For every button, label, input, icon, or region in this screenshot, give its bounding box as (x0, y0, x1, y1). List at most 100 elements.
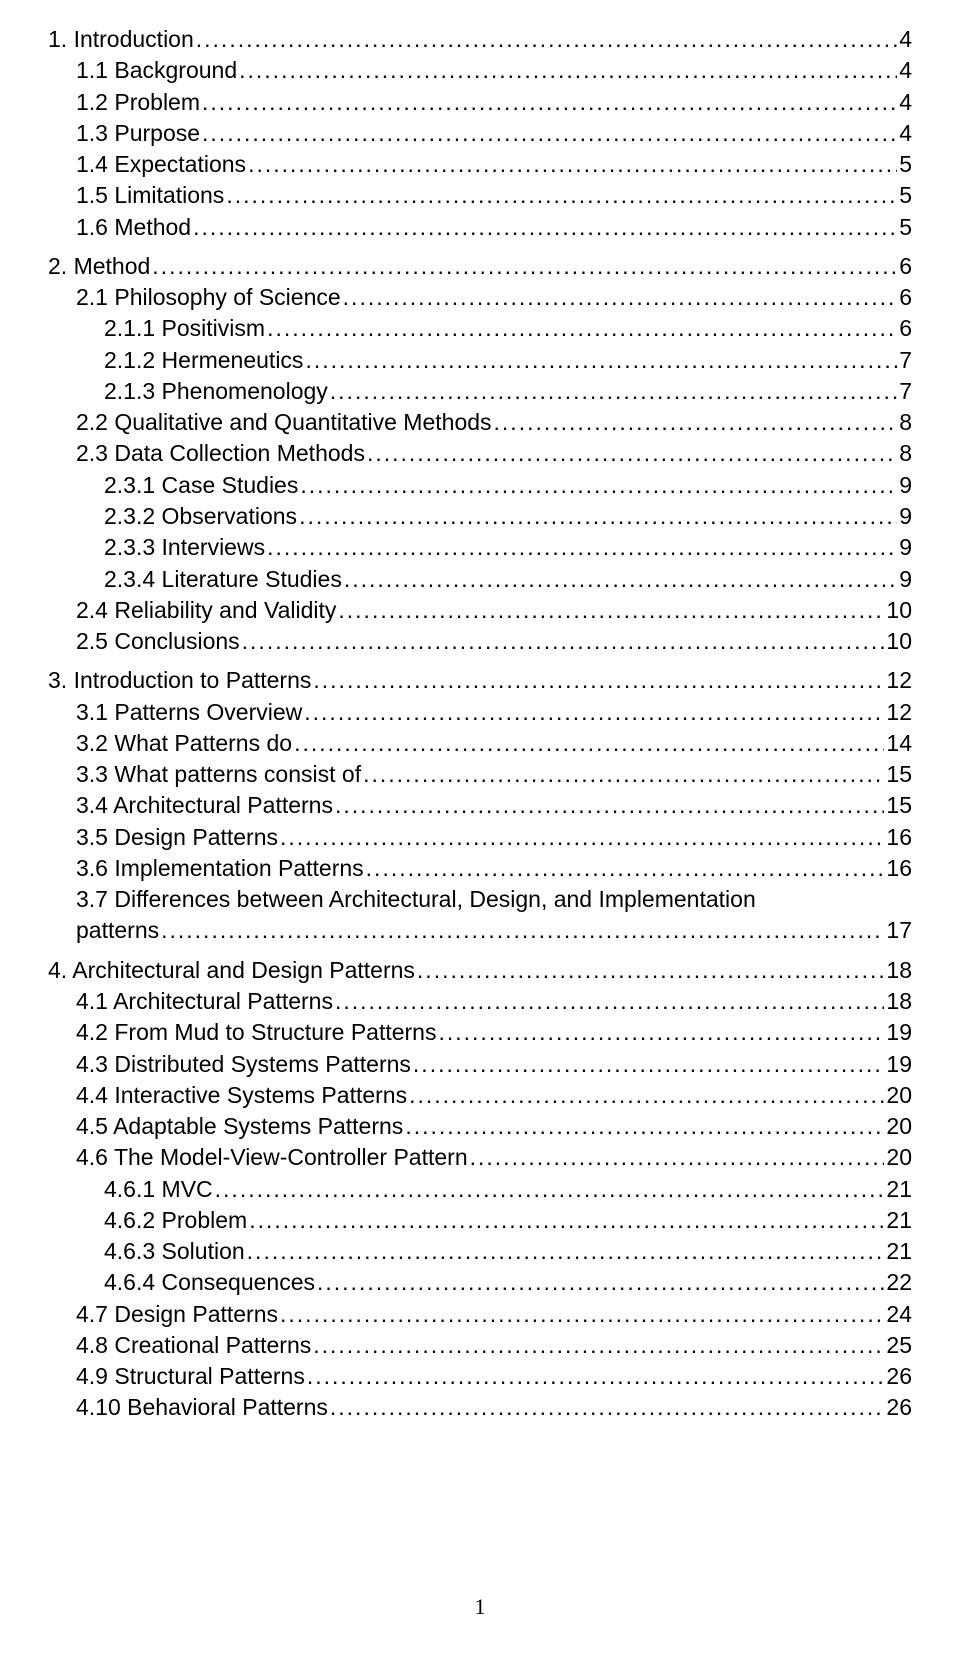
toc-leader (330, 376, 897, 407)
toc-leader (267, 532, 897, 563)
toc-page: 21 (886, 1174, 912, 1205)
toc-label: 2.1 Philosophy of Science (76, 282, 341, 313)
toc-page: 14 (886, 728, 912, 759)
toc-page: 16 (886, 853, 912, 884)
toc-page: 19 (886, 1049, 912, 1080)
toc-leader (330, 1392, 885, 1423)
toc-label: patterns (76, 915, 159, 946)
toc-page: 5 (899, 149, 912, 180)
toc-leader (313, 665, 884, 696)
toc-leader (494, 407, 898, 438)
toc-label: 4. Architectural and Design Patterns (48, 955, 415, 986)
toc-entry: 3.4 Architectural Patterns 15 (76, 790, 912, 821)
toc-leader (193, 212, 897, 243)
toc-page: 9 (899, 532, 912, 563)
toc-label: 1.6 Method (76, 212, 191, 243)
toc-page: 4 (899, 87, 912, 118)
toc-entry: 4.3 Distributed Systems Patterns 19 (76, 1049, 912, 1080)
toc-page: 5 (899, 180, 912, 211)
toc-label: 4.2 From Mud to Structure Patterns (76, 1017, 436, 1048)
toc-page: 15 (886, 759, 912, 790)
toc-leader (300, 470, 897, 501)
toc-leader (202, 87, 897, 118)
toc-label: 2.3.1 Case Studies (104, 470, 298, 501)
toc-entry: 2.3 Data Collection Methods 8 (76, 438, 912, 469)
toc-entry: 1.1 Background 4 (76, 55, 912, 86)
toc-entry: 4.6 The Model-View-Controller Pattern 20 (76, 1142, 912, 1173)
toc-entry: 3.5 Design Patterns 16 (76, 822, 912, 853)
toc-entry: 3. Introduction to Patterns 12 (48, 665, 912, 696)
toc-label: 4.6.4 Consequences (104, 1267, 315, 1298)
toc-label: 4.4 Interactive Systems Patterns (76, 1080, 407, 1111)
page-footer: 1 (48, 1594, 912, 1620)
toc-leader (247, 1236, 885, 1267)
toc-page: 9 (899, 564, 912, 595)
toc-page: 5 (899, 212, 912, 243)
toc-page: 7 (899, 345, 912, 376)
toc-entry: 4.5 Adaptable Systems Patterns 20 (76, 1111, 912, 1142)
toc-leader (343, 282, 898, 313)
toc-label: 2.3.4 Literature Studies (104, 564, 342, 595)
toc-label: 3.1 Patterns Overview (76, 697, 302, 728)
toc-page: 20 (886, 1111, 912, 1142)
toc-label: 1.5 Limitations (76, 180, 224, 211)
toc-label: 4.6 The Model-View-Controller Pattern (76, 1142, 468, 1173)
toc-page: 9 (899, 470, 912, 501)
toc-leader (239, 55, 897, 86)
toc-label: 2.3 Data Collection Methods (76, 438, 365, 469)
toc-label: 4.6.3 Solution (104, 1236, 245, 1267)
toc-leader (304, 697, 884, 728)
toc-entry: 4.6.3 Solution 21 (104, 1236, 912, 1267)
toc-label: 1.1 Background (76, 55, 237, 86)
toc-label: 4.5 Adaptable Systems Patterns (76, 1111, 403, 1142)
toc-leader (280, 1299, 884, 1330)
toc-leader (344, 564, 897, 595)
toc-page: 12 (886, 665, 912, 696)
toc-label: 3.3 What patterns consist of (76, 759, 361, 790)
toc-label: 2.1.3 Phenomenology (104, 376, 328, 407)
toc-entry: 3.2 What Patterns do 14 (76, 728, 912, 759)
toc-page: 4 (899, 55, 912, 86)
toc-entry: 4.6.2 Problem 21 (104, 1205, 912, 1236)
toc-page: 7 (899, 376, 912, 407)
toc-entry: 2.1 Philosophy of Science 6 (76, 282, 912, 313)
toc-label: 1. Introduction (48, 24, 194, 55)
toc-page: 19 (886, 1017, 912, 1048)
toc-label: 3. Introduction to Patterns (48, 665, 311, 696)
toc-page: 26 (886, 1361, 912, 1392)
toc-entry: 4.7 Design Patterns 24 (76, 1299, 912, 1330)
toc-label: 2.1.1 Positivism (104, 313, 265, 344)
toc-entry: 1.2 Problem 4 (76, 87, 912, 118)
toc-leader (280, 822, 884, 853)
toc-label: 4.3 Distributed Systems Patterns (76, 1049, 411, 1080)
toc-leader (196, 24, 897, 55)
toc-entry: 3.7 Differences between Architectural, D… (76, 884, 912, 947)
toc-label: 4.10 Behavioral Patterns (76, 1392, 328, 1423)
toc-entry: 1.3 Purpose 4 (76, 118, 912, 149)
toc-entry: 4.2 From Mud to Structure Patterns 19 (76, 1017, 912, 1048)
toc-page: 26 (886, 1392, 912, 1423)
toc-leader (409, 1080, 884, 1111)
toc-page: 6 (899, 251, 912, 282)
toc-page: 18 (886, 955, 912, 986)
toc-leader (161, 915, 884, 946)
toc-entry: 4.6.4 Consequences 22 (104, 1267, 912, 1298)
toc-label: 4.6.2 Problem (104, 1205, 247, 1236)
toc-leader (335, 986, 884, 1017)
toc-page: 20 (886, 1142, 912, 1173)
toc-leader (335, 790, 884, 821)
toc-leader (242, 626, 885, 657)
toc-page: 25 (886, 1330, 912, 1361)
toc-entry: 2.1.1 Positivism 6 (104, 313, 912, 344)
toc-leader (405, 1111, 884, 1142)
toc-page: 15 (886, 790, 912, 821)
toc-leader (317, 1267, 884, 1298)
toc-leader (215, 1174, 885, 1205)
toc-label: 4.1 Architectural Patterns (76, 986, 333, 1017)
toc-page: 21 (886, 1205, 912, 1236)
toc-leader (249, 1205, 884, 1236)
toc-label: 2.5 Conclusions (76, 626, 240, 657)
toc-label: 3.4 Architectural Patterns (76, 790, 333, 821)
toc-leader (338, 595, 884, 626)
toc-leader (248, 149, 897, 180)
